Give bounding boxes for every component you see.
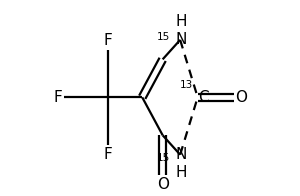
Text: C: C bbox=[198, 90, 208, 105]
Text: F: F bbox=[104, 147, 112, 162]
Text: O: O bbox=[236, 90, 247, 105]
Text: 15: 15 bbox=[157, 32, 170, 42]
Text: H: H bbox=[176, 165, 187, 180]
Text: F: F bbox=[54, 90, 62, 105]
Text: F: F bbox=[104, 33, 112, 48]
Text: O: O bbox=[157, 177, 169, 192]
Text: 13: 13 bbox=[180, 80, 193, 90]
Text: 15: 15 bbox=[157, 153, 170, 163]
Text: N: N bbox=[176, 32, 187, 47]
Text: N: N bbox=[176, 147, 187, 162]
Text: H: H bbox=[176, 14, 187, 29]
